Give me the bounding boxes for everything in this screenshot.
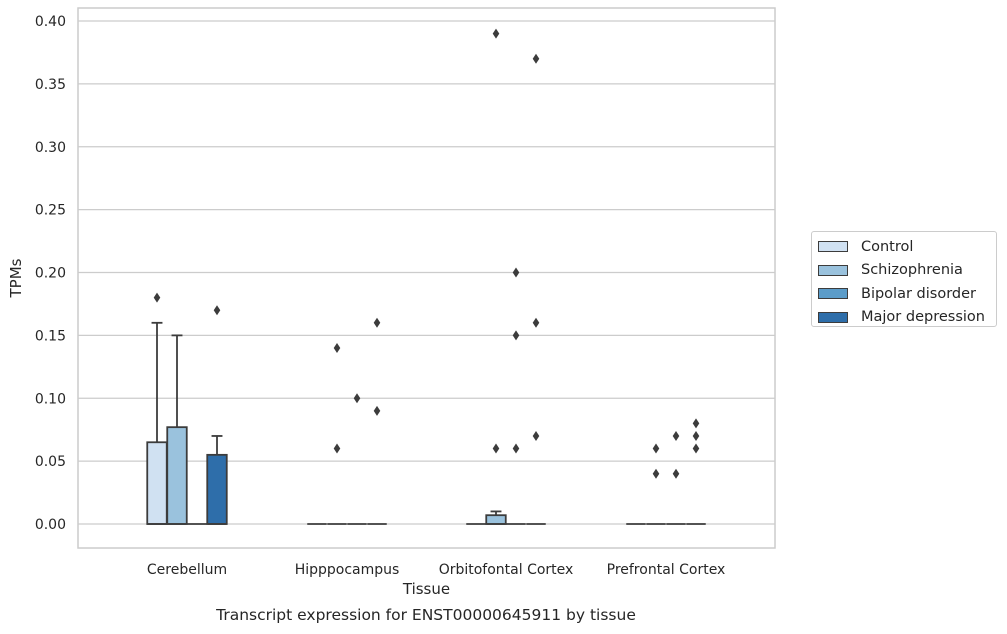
box-3-1	[646, 443, 666, 525]
outlier-point	[373, 317, 381, 328]
x-tick-label: Hipppocampus	[295, 562, 400, 578]
box-body	[146, 441, 168, 525]
y-tick-label: 0.25	[35, 203, 66, 219]
outlier-point	[353, 393, 361, 404]
legend-label-bipolar-disorder: Bipolar disorder	[861, 285, 976, 302]
y-tick-labels: 0.00 0.05 0.10 0.15 0.20 0.25 0.30 0.35 0.40	[35, 14, 66, 533]
box-body	[166, 426, 188, 525]
box-0-1	[166, 334, 188, 525]
legend-label-major-depression: Major depression	[861, 309, 985, 326]
box-2-3	[526, 53, 546, 525]
outlier-point	[532, 317, 540, 328]
y-tick-label: 0.20	[35, 266, 66, 282]
legend-item-bipolar-disorder: Bipolar disorder	[818, 282, 996, 306]
legend-label-control: Control	[861, 238, 914, 255]
box-2-2	[506, 267, 526, 525]
outlier-point	[532, 53, 540, 64]
x-tick-label: Orbitofontal Cortex	[439, 562, 574, 578]
gridlines	[78, 20, 775, 525]
outlier-point	[672, 430, 680, 441]
legend: Control Schizophrenia Bipolar disorder M…	[811, 231, 997, 327]
box-series	[146, 28, 706, 525]
outlier-point	[692, 430, 700, 441]
y-tick-label: 0.15	[35, 328, 66, 344]
outlier-point	[333, 342, 341, 353]
outlier-point	[373, 405, 381, 416]
y-tick-label: 0.35	[35, 77, 66, 93]
x-axis-label: Tissue	[402, 580, 450, 598]
box-0-0	[146, 292, 168, 525]
outlier-point	[492, 443, 500, 454]
outlier-point	[512, 330, 520, 341]
outlier-point	[213, 305, 221, 316]
box-3-3	[686, 418, 706, 525]
outlier-point	[532, 430, 540, 441]
chart-caption: Transcript expression for ENST0000064591…	[216, 606, 636, 624]
box-0-3	[206, 305, 228, 525]
legend-item-major-depression: Major depression	[818, 306, 996, 330]
outlier-point	[692, 418, 700, 429]
y-axis-label: TPMs	[7, 258, 25, 298]
outlier-point	[652, 443, 660, 454]
plot-frame	[77, 7, 776, 549]
y-tick-label: 0.30	[35, 140, 66, 156]
legend-item-schizophrenia: Schizophrenia	[818, 259, 996, 283]
box-1-3	[367, 317, 387, 525]
legend-item-control: Control	[818, 235, 996, 259]
y-tick-label: 0.05	[35, 454, 66, 470]
box-1-1	[327, 342, 347, 525]
legend-swatch-major-depression	[818, 311, 848, 323]
box-body	[485, 514, 507, 525]
box-1-2	[347, 393, 367, 525]
outlier-point	[512, 267, 520, 278]
legend-swatch-bipolar-disorder	[818, 288, 848, 300]
y-tick-label: 0.40	[35, 14, 66, 30]
x-tick-label: Cerebellum	[147, 562, 227, 578]
box-3-2	[666, 430, 686, 525]
y-tick-label: 0.10	[35, 391, 66, 407]
legend-label-schizophrenia: Schizophrenia	[861, 262, 963, 279]
outlier-point	[492, 28, 500, 39]
x-tick-label: Prefrontal Cortex	[607, 562, 726, 578]
outlier-point	[333, 443, 341, 454]
outlier-point	[153, 292, 161, 303]
box-body	[206, 453, 228, 525]
legend-swatch-control	[818, 241, 848, 253]
box-2-1	[485, 28, 507, 525]
legend-swatch-schizophrenia	[818, 264, 848, 276]
outlier-point	[652, 468, 660, 479]
y-tick-label: 0.00	[35, 517, 66, 533]
x-tick-labels: Cerebellum Hipppocampus Orbitofontal Corte…	[147, 562, 725, 578]
outlier-point	[692, 443, 700, 454]
outlier-point	[672, 468, 680, 479]
outlier-point	[512, 443, 520, 454]
